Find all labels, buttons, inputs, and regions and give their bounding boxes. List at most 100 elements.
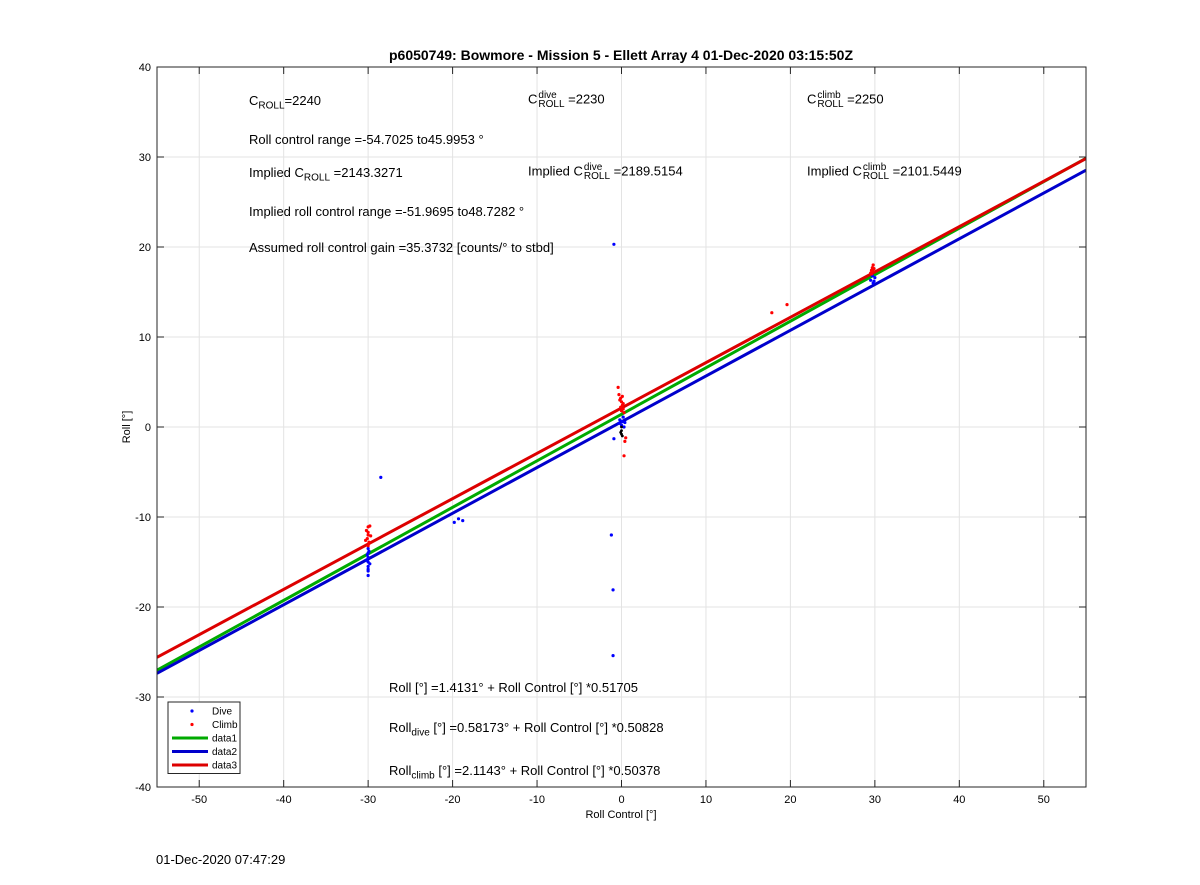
x-tick-label: 0 <box>618 794 624 806</box>
annotation-implied-range: Implied roll control range =-51.9695 to4… <box>249 204 525 219</box>
point-center <box>619 431 623 434</box>
point-dive <box>612 437 616 441</box>
point-dive <box>452 520 456 525</box>
eq-dive-rest: [°] =0.58173° + Roll Control [°] *0.5082… <box>429 720 664 735</box>
point-climb <box>785 303 789 307</box>
annotation-c-roll: CROLL=2240 <box>249 93 321 112</box>
implied-c-climb-sub: ROLL <box>862 171 890 182</box>
point-climb <box>770 311 774 315</box>
legend-label-climb: Climb <box>212 720 238 731</box>
y-tick-label: -10 <box>135 512 151 524</box>
point-dive <box>364 558 369 562</box>
point-climb <box>871 263 875 267</box>
point-dive <box>456 517 461 521</box>
y-tick-label: -40 <box>135 782 151 794</box>
c-climb-base: C <box>807 91 817 107</box>
implied-c-dive-prefix: Implied C <box>528 163 583 179</box>
legend-label-data1: data1 <box>212 734 237 745</box>
legend-marker-climb <box>190 722 194 727</box>
point-dive <box>612 242 616 246</box>
point-center <box>620 425 623 429</box>
point-climb <box>871 269 875 273</box>
x-tick-label: -50 <box>191 794 207 806</box>
point-dive <box>609 533 613 537</box>
point-dive <box>366 573 370 578</box>
y-axis-label: Roll [°] <box>121 411 133 444</box>
x-tick-label: 50 <box>1038 794 1050 806</box>
x-tick-label: 20 <box>784 794 796 806</box>
point-climb <box>623 439 627 443</box>
point-dive <box>366 555 370 560</box>
x-tick-label: 10 <box>700 794 712 806</box>
x-tick-label: -40 <box>276 794 292 806</box>
eq-dive-sub: dive <box>411 727 430 739</box>
point-dive <box>366 567 370 571</box>
legend-label-dive: Dive <box>212 707 232 718</box>
implied-c-roll-value: =2143.3271 <box>330 165 403 180</box>
annotation-implied-c-roll: Implied CROLL =2143.3271 <box>249 165 403 184</box>
implied-c-roll-prefix: Implied C <box>249 165 304 180</box>
x-tick-label: -30 <box>360 794 376 806</box>
annotation-roll-control-range: Roll control range =-54.7025 to45.9953 ° <box>249 132 484 147</box>
scatter-points <box>364 242 877 658</box>
point-dive <box>366 546 370 551</box>
implied-c-roll-sub: ROLL <box>303 172 331 184</box>
point-climb <box>622 411 626 415</box>
point-dive <box>611 654 615 658</box>
point-dive <box>379 475 383 479</box>
c-dive-sub: ROLL <box>538 99 565 110</box>
point-climb <box>619 405 623 409</box>
point-climb <box>368 524 372 528</box>
annotation-eq-all: Roll [°] =1.4131° + Roll Control [°] *0.… <box>389 680 639 695</box>
chart-title: p6050749: Bowmore - Mission 5 - Ellett A… <box>389 47 853 63</box>
c-roll-base: C <box>249 93 259 108</box>
point-climb <box>369 534 373 538</box>
implied-c-climb-prefix: Implied C <box>807 163 862 179</box>
point-dive <box>622 425 626 429</box>
point-dive <box>621 415 625 419</box>
point-climb <box>622 454 626 458</box>
point-center <box>620 434 624 438</box>
c-roll-sub: ROLL <box>258 100 285 112</box>
y-tick-label: 20 <box>139 242 151 254</box>
point-climb <box>617 393 621 397</box>
y-tick-label: 40 <box>139 62 151 74</box>
x-tick-label: -10 <box>529 794 545 806</box>
point-climb <box>872 267 876 271</box>
point-climb <box>624 436 628 440</box>
annotation-eq-dive: Rolldive [°] =0.58173° + Roll Control [°… <box>389 720 664 739</box>
legend-marker-dive <box>190 709 194 713</box>
legend-label-data3: data3 <box>212 761 237 772</box>
point-dive <box>365 553 369 557</box>
footer-timestamp: 01-Dec-2020 07:47:29 <box>156 852 286 867</box>
implied-c-dive-sup: dive <box>583 162 603 173</box>
y-tick-label: -30 <box>135 692 151 704</box>
legend: Dive Climb data1 data2 data3 <box>167 701 241 774</box>
x-tick-label: -20 <box>445 794 461 806</box>
c-dive-sup: dive <box>538 90 557 101</box>
point-climb <box>366 544 370 548</box>
implied-c-climb-value: =2101.5449 <box>889 163 962 179</box>
x-tick-label: 40 <box>953 794 965 806</box>
point-dive <box>873 276 877 280</box>
point-climb <box>364 538 368 543</box>
y-tick-label: -20 <box>135 602 151 614</box>
point-climb <box>618 398 622 402</box>
implied-c-dive-sub: ROLL <box>583 171 611 182</box>
point-dive <box>872 279 876 283</box>
point-dive <box>368 562 372 566</box>
c-roll-value: =2240 <box>284 93 322 108</box>
point-dive <box>367 549 371 553</box>
y-tick-label: 10 <box>139 332 151 344</box>
eq-climb-prefix: Roll <box>389 763 412 778</box>
eq-dive-prefix: Roll <box>389 720 412 735</box>
implied-c-dive-value: =2189.5154 <box>610 163 683 179</box>
point-dive <box>611 588 615 592</box>
c-dive-value: =2230 <box>564 91 605 107</box>
c-climb-sup: climb <box>817 90 841 101</box>
x-tick-label: 30 <box>869 794 881 806</box>
